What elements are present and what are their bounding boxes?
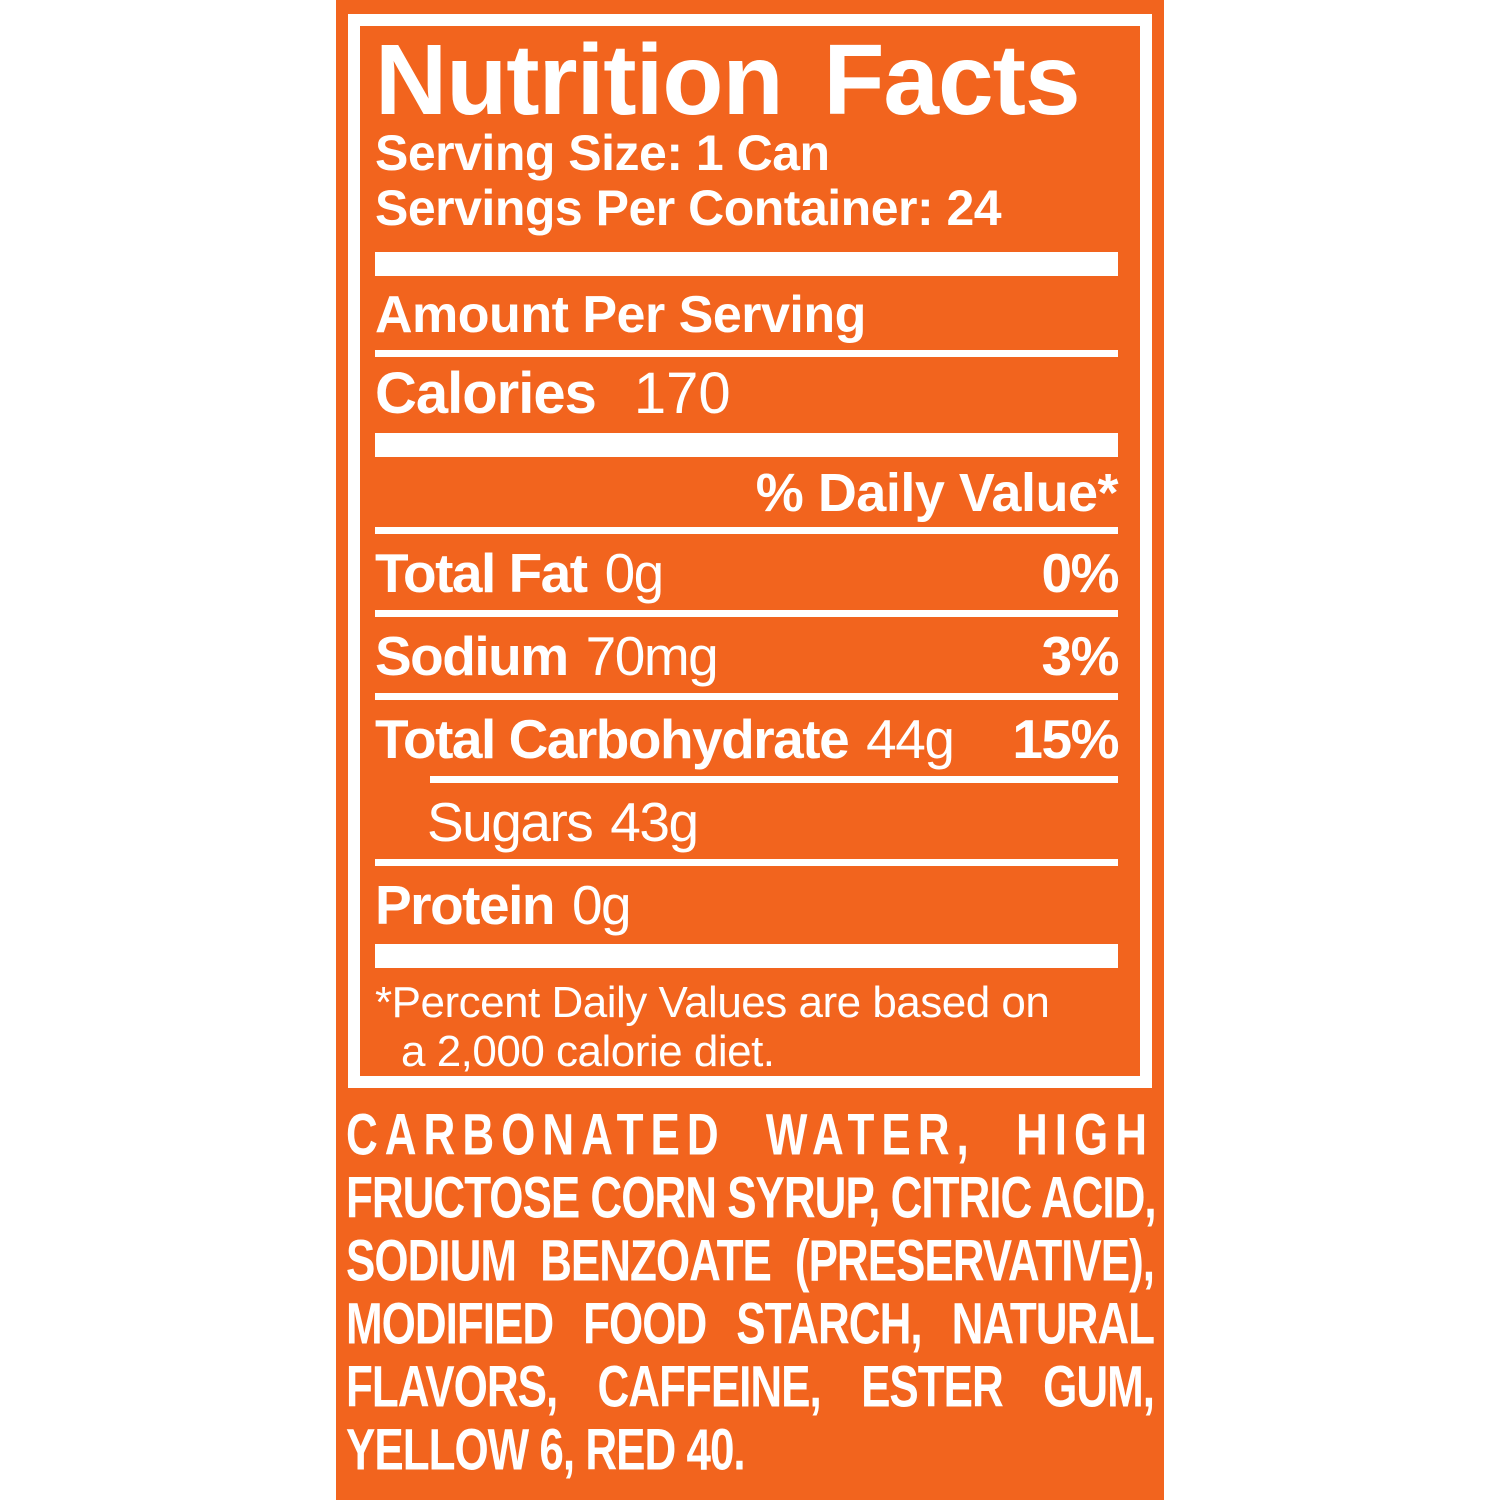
- ingredients-line: CARBONATED WATER, HIGH: [346, 1103, 1154, 1168]
- row-sodium: Sodium 70mg 3%: [375, 617, 1120, 687]
- total-carbohydrate-label: Total Carbohydrate: [375, 708, 850, 770]
- total-carbohydrate-amount: 44g: [866, 708, 955, 770]
- sodium-label: Sodium: [375, 625, 569, 687]
- nutrition-facts-box: Nutrition Facts Serving Size: 1 Can Serv…: [348, 14, 1152, 1088]
- separator-thick: [375, 433, 1118, 457]
- sodium-amount: 70mg: [585, 625, 719, 687]
- total-fat-daily-value: 0%: [1041, 542, 1120, 604]
- separator-thin: [375, 693, 1118, 700]
- row-protein: Protein 0g: [375, 866, 1118, 936]
- sugars-amount: 43g: [610, 791, 699, 853]
- separator-thin: [375, 527, 1118, 534]
- ingredients-line: FRUCTOSE CORN SYRUP, CITRIC ACID,: [346, 1166, 1157, 1231]
- separator-thick: [375, 252, 1118, 276]
- calories-label: Calories: [375, 361, 597, 426]
- separator-thin: [375, 350, 1118, 357]
- protein-amount: 0g: [571, 874, 632, 936]
- sugars-label: Sugars: [427, 791, 594, 853]
- nutrition-label-panel: Nutrition Facts Serving Size: 1 Can Serv…: [336, 0, 1164, 1500]
- row-total-fat: Total Fat 0g 0%: [375, 534, 1120, 604]
- protein-label: Protein: [375, 874, 555, 936]
- serving-size-line: Serving Size: 1 Can: [375, 125, 830, 181]
- daily-value-header: % Daily Value*: [755, 463, 1119, 523]
- ingredients-line: SODIUM BENZOATE (PRESERVATIVE),: [346, 1229, 1155, 1294]
- separator-thick: [375, 944, 1118, 968]
- footnote-line-1: *Percent Daily Values are based on: [375, 978, 1050, 1027]
- amount-per-serving-heading: Amount Per Serving: [375, 286, 866, 344]
- total-fat-label: Total Fat: [375, 542, 588, 604]
- row-sugars: Sugars 43g: [375, 783, 1118, 853]
- footnote-line-2: a 2,000 calorie diet.: [401, 1027, 775, 1076]
- ingredients-text: CARBONATED WATER, HIGH FRUCTOSE CORN SYR…: [346, 1103, 1157, 1483]
- servings-per-container-line: Servings Per Container: 24: [375, 180, 1002, 236]
- calories-row: Calories 170: [375, 363, 1118, 425]
- separator-thin: [375, 610, 1118, 617]
- ingredients-line: YELLOW 6, RED 40.: [346, 1418, 746, 1483]
- sodium-daily-value: 3%: [1041, 625, 1120, 687]
- daily-value-footnote: *Percent Daily Values are based on a 2,0…: [375, 978, 1118, 1076]
- calories-value: 170: [633, 361, 731, 426]
- total-fat-amount: 0g: [604, 542, 665, 604]
- separator-thin: [375, 859, 1118, 866]
- total-carbohydrate-daily-value: 15%: [1012, 708, 1119, 770]
- ingredients-line: MODIFIED FOOD STARCH, NATURAL: [346, 1292, 1155, 1357]
- ingredients-line: FLAVORS, CAFFEINE, ESTER GUM,: [346, 1355, 1155, 1420]
- separator-thin-indented: [430, 776, 1118, 783]
- nutrition-facts-title: Nutrition Facts: [375, 24, 1081, 136]
- row-total-carbohydrate: Total Carbohydrate 44g 15%: [375, 700, 1119, 770]
